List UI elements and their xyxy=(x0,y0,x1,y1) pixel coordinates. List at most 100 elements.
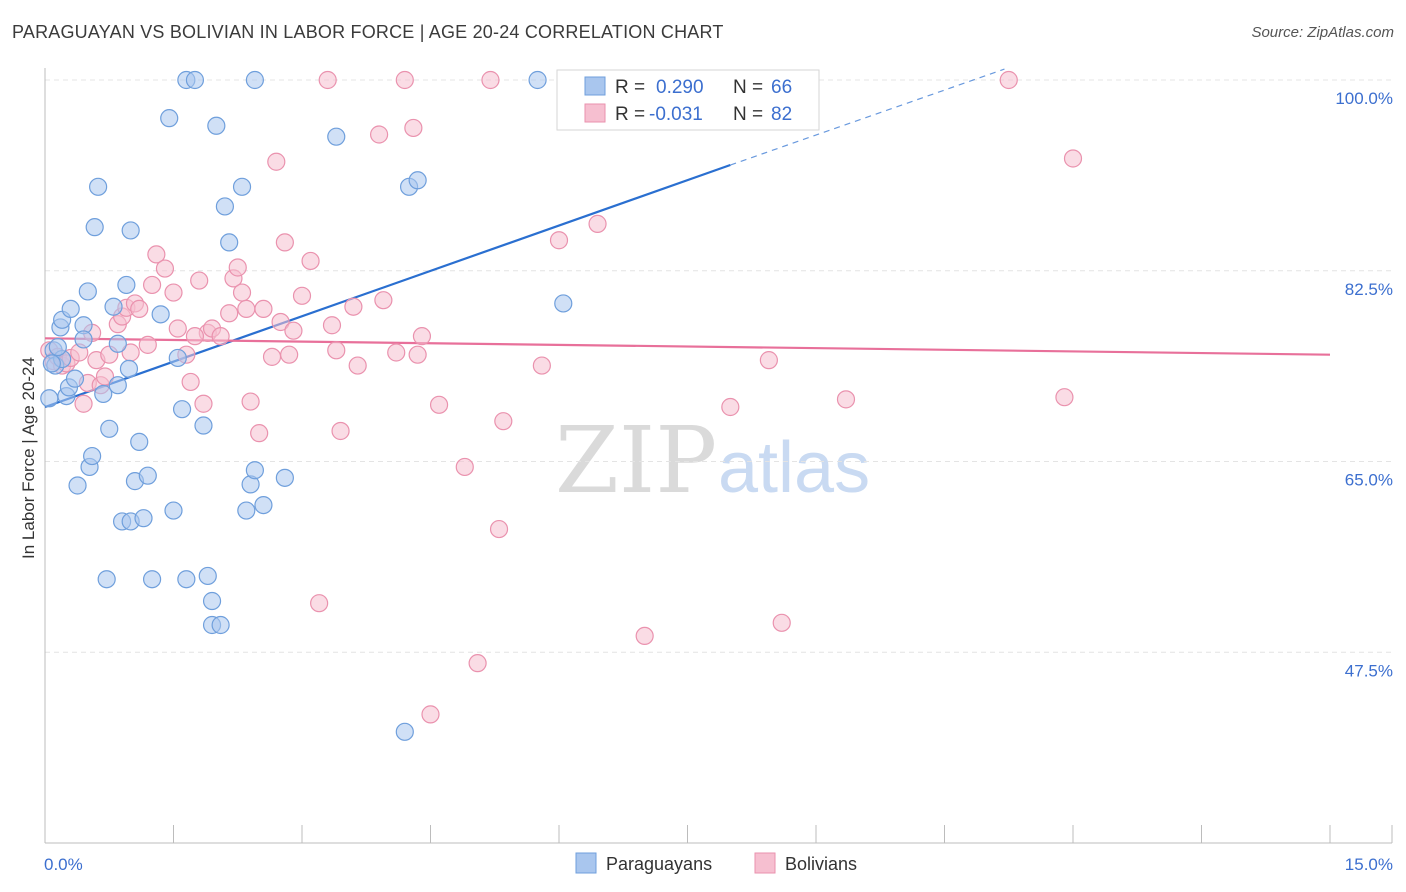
bolivian-point xyxy=(408,345,427,364)
bolivian-point xyxy=(138,335,157,354)
bolivian-point xyxy=(370,125,389,144)
legend-n-value-paraguayans: 66 xyxy=(771,77,792,98)
paraguayan-point xyxy=(168,348,187,368)
bottom-legend-paraguayans: Paraguayans xyxy=(606,854,712,874)
bolivian-trend-line xyxy=(44,337,1331,356)
bottom-legend-swatch-bolivians xyxy=(754,852,776,874)
paraguayan-point xyxy=(185,70,205,90)
paraguayan-point xyxy=(408,171,427,190)
scatter-points xyxy=(40,70,1083,741)
paraguayan-point xyxy=(151,305,170,324)
bolivian-point xyxy=(455,457,474,477)
y-tick-label: 100.0% xyxy=(1335,89,1393,108)
bolivian-point xyxy=(1055,388,1074,407)
paraguayan-point xyxy=(97,570,116,589)
paraguayan-trend-extension xyxy=(730,68,1005,166)
legend-n-label-2: N = xyxy=(733,104,763,125)
bolivian-point xyxy=(721,397,740,417)
bolivian-point xyxy=(185,327,205,346)
legend-r-label: R = xyxy=(615,77,645,98)
paraguayan-point xyxy=(554,294,573,313)
legend-n-value-bolivians: 82 xyxy=(771,104,792,125)
bolivian-point xyxy=(468,654,487,673)
paraguayan-point xyxy=(138,466,157,485)
paraguayan-point xyxy=(211,615,230,635)
gridlines xyxy=(45,79,1392,653)
bolivian-point xyxy=(759,351,778,370)
bottom-legend-swatch-paraguayans xyxy=(575,852,597,874)
bolivian-point xyxy=(489,519,509,539)
paraguayan-point xyxy=(78,282,97,301)
bolivian-point xyxy=(250,424,269,443)
bolivian-point xyxy=(142,275,162,295)
bolivian-point xyxy=(301,251,320,271)
bolivian-point xyxy=(348,356,367,375)
bolivian-point xyxy=(95,367,115,386)
legend-r-value-bolivians: -0.031 xyxy=(649,104,703,125)
bolivian-point xyxy=(532,356,551,375)
bolivian-point xyxy=(280,345,299,364)
bolivian-point xyxy=(327,341,346,360)
legend-r-label-2: R = xyxy=(615,104,645,125)
legend-r-value-paraguayans: 0.290 xyxy=(656,77,704,98)
paraguayan-point xyxy=(275,468,294,487)
paraguayan-point xyxy=(245,70,264,90)
bolivian-point xyxy=(271,312,290,332)
paraguayan-point xyxy=(232,177,252,196)
paraguayan-point xyxy=(119,359,139,378)
y-tick-label: 47.5% xyxy=(1345,661,1393,680)
watermark-zip: ZIP xyxy=(555,407,717,514)
paraguayan-point xyxy=(220,233,239,252)
paraguayan-point xyxy=(42,354,61,373)
bolivian-point xyxy=(181,372,200,392)
bolivian-point xyxy=(168,319,187,338)
bolivian-point xyxy=(267,152,286,171)
bolivian-point xyxy=(374,291,393,310)
paraguayan-point xyxy=(100,419,119,438)
paraguayan-point xyxy=(160,109,179,128)
bolivian-point xyxy=(404,118,423,138)
paraguayan-point xyxy=(134,509,153,528)
paraguayan-point xyxy=(83,446,102,466)
paraguayan-point xyxy=(48,337,67,357)
paraguayan-point xyxy=(237,501,256,520)
bolivian-point xyxy=(74,394,93,413)
y-tick-label: 82.5% xyxy=(1345,280,1393,299)
trend-lines xyxy=(44,68,1331,409)
bolivian-point xyxy=(588,214,607,233)
bottom-legend: Paraguayans Bolivians xyxy=(575,852,857,874)
paraguayan-point xyxy=(215,197,234,216)
paraguayan-point xyxy=(104,297,123,316)
paraguayan-point xyxy=(108,334,127,353)
bolivian-point xyxy=(494,412,513,431)
bolivian-point xyxy=(211,327,230,346)
bottom-legend-bolivians: Bolivians xyxy=(785,854,857,874)
paraguayan-point xyxy=(207,116,226,135)
bolivian-point xyxy=(635,626,654,646)
bolivian-point xyxy=(237,299,256,318)
paraguayan-point xyxy=(164,501,183,520)
bolivian-point xyxy=(999,70,1018,90)
y-tick-label: 65.0% xyxy=(1345,471,1393,490)
bolivian-point xyxy=(220,304,239,323)
paraguayan-point xyxy=(40,389,59,408)
x-tick-label-max: 15.0% xyxy=(1345,855,1393,874)
paraguayan-point xyxy=(198,566,217,586)
bolivian-point xyxy=(155,259,175,278)
paraguayan-point xyxy=(74,330,93,349)
paraguayan-point xyxy=(395,722,414,741)
bolivian-point xyxy=(395,70,414,90)
x-tick-label-min: 0.0% xyxy=(44,855,83,874)
bolivian-point xyxy=(549,231,569,250)
paraguayan-point xyxy=(327,127,346,146)
x-tick-labels: 0.0% 15.0% xyxy=(44,855,1393,874)
paraguayan-trend-line xyxy=(44,163,731,409)
paraguayan-point xyxy=(121,221,140,240)
legend-swatch-paraguayans xyxy=(584,76,606,96)
y-axis-title: In Labor Force | Age 20-24 xyxy=(19,357,38,559)
bolivian-point xyxy=(262,347,282,366)
bolivian-point xyxy=(232,283,252,302)
paraguayan-point xyxy=(89,177,108,196)
bolivian-point xyxy=(344,297,363,316)
